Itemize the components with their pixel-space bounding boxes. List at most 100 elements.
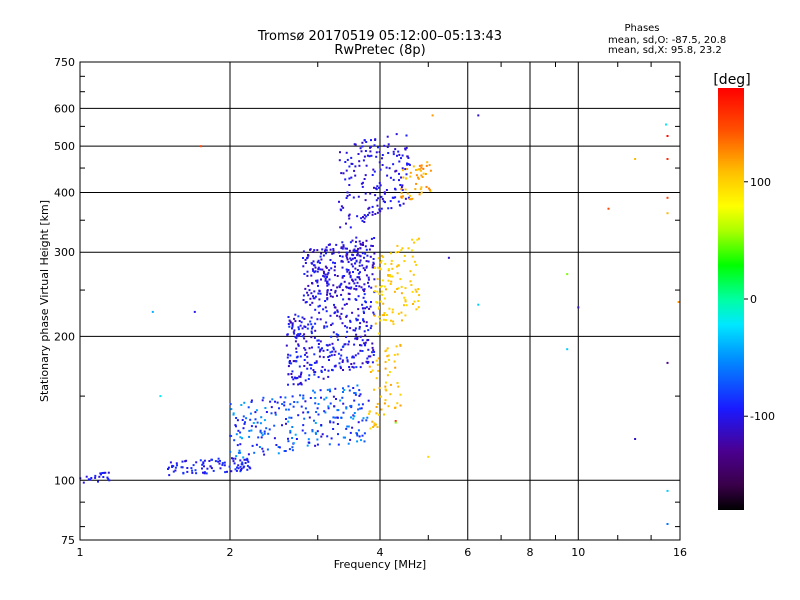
data-point xyxy=(386,347,389,350)
data-point xyxy=(346,359,349,362)
data-point xyxy=(298,365,301,368)
data-point xyxy=(316,279,319,282)
data-point xyxy=(326,289,329,292)
data-point xyxy=(287,440,290,443)
data-point xyxy=(366,416,369,419)
data-point xyxy=(326,349,329,351)
data-point xyxy=(287,408,290,411)
data-point xyxy=(292,360,295,363)
data-point xyxy=(94,474,97,477)
data-point xyxy=(369,371,372,373)
data-point xyxy=(194,469,197,472)
data-point xyxy=(389,383,392,386)
data-point xyxy=(357,295,360,298)
data-point xyxy=(408,163,411,166)
data-point xyxy=(355,240,357,243)
data-point xyxy=(294,320,297,323)
data-point xyxy=(326,282,329,285)
data-point xyxy=(293,317,296,320)
data-point xyxy=(290,373,293,375)
data-point xyxy=(362,159,365,162)
data-point xyxy=(327,356,330,358)
data-point xyxy=(404,300,407,303)
data-point xyxy=(368,155,371,158)
data-point xyxy=(329,420,332,423)
data-point xyxy=(300,383,303,386)
data-point xyxy=(262,450,265,453)
data-point xyxy=(394,406,396,409)
data-point xyxy=(358,261,361,264)
data-point xyxy=(334,262,336,265)
data-point xyxy=(352,356,355,359)
data-point xyxy=(341,361,344,363)
data-point xyxy=(370,301,372,303)
data-point xyxy=(318,355,321,358)
data-point xyxy=(353,248,356,251)
data-point xyxy=(348,249,351,252)
data-point xyxy=(347,269,350,271)
data-point xyxy=(348,368,351,371)
data-point xyxy=(307,294,310,297)
data-point xyxy=(304,353,306,356)
data-point xyxy=(345,302,348,305)
data-point xyxy=(329,259,332,261)
data-point xyxy=(357,195,360,198)
data-point xyxy=(284,450,287,452)
data-point xyxy=(315,361,318,364)
data-point xyxy=(307,323,310,326)
data-point xyxy=(104,471,107,474)
data-point xyxy=(299,394,302,397)
data-point xyxy=(348,389,351,392)
data-point xyxy=(363,256,365,259)
data-point xyxy=(351,265,354,268)
data-point xyxy=(332,421,335,424)
data-point xyxy=(291,376,294,379)
data-point xyxy=(401,247,404,250)
data-point xyxy=(106,476,109,479)
data-point xyxy=(348,366,351,368)
data-point xyxy=(328,278,331,281)
data-point xyxy=(335,398,337,400)
data-point xyxy=(281,424,283,427)
data-point xyxy=(394,421,397,424)
data-point xyxy=(316,430,319,433)
data-point xyxy=(416,238,419,241)
data-point xyxy=(317,305,320,308)
data-point xyxy=(328,443,331,446)
x-tick-label: 6 xyxy=(464,546,471,559)
data-point xyxy=(325,266,328,269)
data-point xyxy=(342,172,345,175)
data-point xyxy=(276,401,279,404)
data-point xyxy=(356,254,359,257)
data-point xyxy=(607,207,610,210)
data-point xyxy=(411,255,414,258)
data-point xyxy=(412,273,415,276)
data-point xyxy=(378,292,381,295)
data-point xyxy=(428,164,431,167)
data-point xyxy=(334,416,337,419)
data-point xyxy=(362,241,364,244)
data-point xyxy=(634,438,637,440)
data-point xyxy=(302,394,305,397)
data-point xyxy=(386,314,388,316)
data-point xyxy=(341,255,344,258)
data-point xyxy=(331,368,333,371)
data-point xyxy=(666,196,669,199)
data-point xyxy=(371,264,374,267)
data-point xyxy=(378,332,380,335)
data-point xyxy=(332,348,335,351)
data-point xyxy=(368,211,371,214)
data-point xyxy=(236,444,239,447)
data-point xyxy=(348,293,351,295)
data-point xyxy=(383,312,386,314)
data-point xyxy=(328,269,331,272)
data-point xyxy=(400,249,403,252)
data-point xyxy=(250,401,253,403)
data-point xyxy=(364,343,367,346)
data-point xyxy=(305,351,308,354)
data-point xyxy=(389,393,392,396)
data-point xyxy=(348,213,351,216)
data-point xyxy=(362,307,365,310)
data-point xyxy=(287,365,290,368)
data-point xyxy=(369,255,372,258)
